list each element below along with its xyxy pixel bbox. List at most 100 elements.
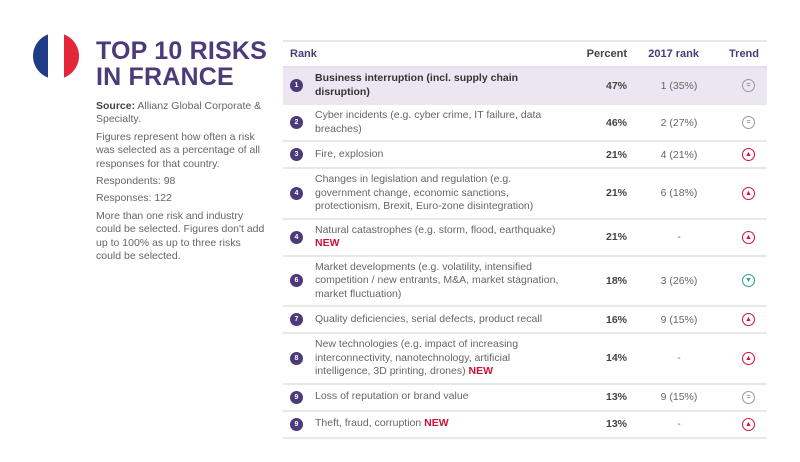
risk-cell: Business interruption (incl. supply chai… — [309, 68, 569, 103]
risk-label: Loss of reputation or brand value — [315, 390, 469, 403]
percent-cell: 16% — [605, 313, 627, 326]
rank-badge: 7 — [290, 313, 303, 326]
risk-cell: Fire, explosion — [309, 144, 569, 166]
rank-cell: 9 — [283, 390, 309, 404]
percent-cell: 13% — [605, 418, 627, 430]
trend-cell: = — [709, 79, 767, 92]
column-header-rank: Rank — [290, 48, 317, 60]
rank-badge: 6 — [290, 274, 303, 288]
table-header: Rank Percent 2017 rank Trend — [283, 42, 767, 68]
column-header-trend: Trend — [729, 48, 759, 60]
rank-badge: 9 — [290, 390, 303, 404]
column-header-percent: Percent — [586, 48, 627, 60]
prev-rank-cell: 9 (15%) — [660, 313, 698, 326]
flag-white-stripe — [48, 33, 64, 79]
rank-cell: 4 — [283, 230, 309, 244]
prev-rank-cell: - — [677, 418, 681, 430]
trend-cell: ▼ — [709, 274, 767, 288]
rank-cell: 7 — [283, 313, 309, 326]
table-row: 7 Quality deficiencies, serial defects, p… — [283, 307, 767, 334]
risk-label: Cyber incidents (e.g. cyber crime, IT fa… — [315, 109, 542, 135]
percent-cell: 14% — [605, 352, 627, 365]
trend-down-icon: ▼ — [742, 274, 755, 288]
table-row: 4 Changes in legislation and regulation (… — [283, 169, 767, 220]
risk-label: Natural catastrophes (e.g. storm, flood,… — [315, 223, 556, 236]
risk-cell: New technologies (e.g. impact of increas… — [309, 334, 569, 383]
risk-cell: Theft, fraud, corruption NEW — [309, 413, 569, 435]
rank-cell: 3 — [283, 148, 309, 161]
percent-cell: 21% — [605, 148, 627, 161]
trend-up-icon: ▲ — [742, 313, 755, 326]
source-note: Source: Allianz Global Corporate & Speci… — [96, 100, 266, 127]
risk-cell: Quality deficiencies, serial defects, pr… — [309, 309, 569, 331]
trend-cell: ▲ — [709, 148, 767, 161]
rank-cell: 9 — [283, 417, 309, 431]
new-badge: NEW — [315, 237, 340, 249]
risk-label: Theft, fraud, corruption — [315, 417, 422, 430]
flag-red-stripe — [63, 33, 79, 79]
rank-cell: 4 — [283, 186, 309, 200]
prev-rank-cell: 9 (15%) — [660, 391, 698, 403]
trend-cell: ▲ — [709, 186, 767, 200]
trend-equal-icon: = — [742, 79, 755, 92]
risk-label: Business interruption (incl. supply chai… — [315, 72, 519, 98]
new-badge: NEW — [424, 417, 449, 430]
trend-equal-icon: = — [742, 390, 755, 404]
risk-label: Fire, explosion — [315, 147, 384, 160]
title-line-1: TOP 10 RISKS — [96, 37, 267, 65]
prev-rank-cell: 1 (35%) — [660, 79, 698, 92]
rank-cell: 2 — [283, 116, 309, 129]
rank-badge: 4 — [290, 186, 303, 200]
trend-up-icon: ▲ — [742, 417, 755, 431]
trend-up-icon: ▲ — [742, 148, 755, 161]
rank-badge: 9 — [290, 417, 303, 431]
risks-table: Rank Percent 2017 rank Trend 1 Business i… — [283, 40, 767, 439]
trend-cell: ▲ — [709, 230, 767, 244]
column-header-2017-rank: 2017 rank — [648, 48, 699, 60]
responses-count: Responses: 122 — [96, 192, 172, 205]
rank-cell: 8 — [283, 351, 309, 365]
disclaimer-note: More than one risk and industry could be… — [96, 209, 265, 263]
table-body: 1 Business interruption (incl. supply cha… — [283, 68, 767, 439]
table-row: 8 New technologies (e.g. impact of increa… — [283, 334, 767, 385]
percent-cell: 18% — [605, 274, 627, 287]
prev-rank-cell: 4 (21%) — [660, 148, 698, 161]
table-row: 9 Loss of reputation or brand value 13% 9 (… — [283, 385, 767, 412]
trend-up-icon: ▲ — [742, 230, 755, 244]
risk-cell: Changes in legislation and regulation (e… — [309, 169, 569, 218]
table-row: 9 Theft, fraud, corruption NEW 13% - ▲ — [283, 412, 767, 439]
trend-cell: ▲ — [709, 417, 767, 431]
rank-cell: 6 — [283, 274, 309, 288]
trend-cell: = — [709, 116, 767, 129]
rank-badge: 1 — [290, 79, 303, 92]
new-badge: NEW — [468, 365, 494, 377]
table-row: 3 Fire, explosion 21% 4 (21%) ▲ — [283, 142, 767, 169]
trend-cell: = — [709, 390, 767, 404]
trend-up-icon: ▲ — [742, 186, 755, 200]
risk-label: New technologies (e.g. impact of increas… — [315, 338, 519, 377]
table-row: 4 Natural catastrophes (e.g. storm, flood… — [283, 220, 767, 257]
sidebar-notes: Source: Allianz Global Corporate & Speci… — [96, 100, 266, 267]
rank-cell: 1 — [283, 79, 309, 92]
risk-label: Market developments (e.g. volatility, in… — [315, 260, 559, 300]
table-row: 2 Cyber incidents (e.g. cyber crime, IT f… — [283, 105, 767, 142]
rank-badge: 4 — [290, 230, 303, 244]
prev-rank-cell: - — [677, 352, 681, 365]
table-row: 1 Business interruption (incl. supply cha… — [283, 68, 767, 105]
percent-cell: 21% — [605, 231, 627, 243]
risk-cell: Cyber incidents (e.g. cyber crime, IT fa… — [309, 105, 569, 140]
methodology-note: Figures represent how often a risk was s… — [96, 130, 261, 170]
risk-cell: Natural catastrophes (e.g. storm, flood,… — [309, 220, 569, 255]
rank-badge: 8 — [290, 351, 303, 365]
prev-rank-cell: 3 (26%) — [660, 274, 698, 287]
prev-rank-cell: 6 (18%) — [660, 187, 698, 200]
title-line-2: IN FRANCE — [96, 63, 234, 91]
trend-cell: ▲ — [709, 313, 767, 326]
prev-rank-cell: 2 (27%) — [660, 116, 698, 129]
trend-equal-icon: = — [742, 116, 755, 129]
risk-cell: Market developments (e.g. volatility, in… — [309, 257, 569, 306]
risk-label: Changes in legislation and regulation (e… — [315, 173, 534, 212]
percent-cell: 13% — [605, 391, 627, 403]
risk-label: Quality deficiencies, serial defects, pr… — [315, 312, 543, 325]
percent-cell: 46% — [605, 116, 627, 129]
